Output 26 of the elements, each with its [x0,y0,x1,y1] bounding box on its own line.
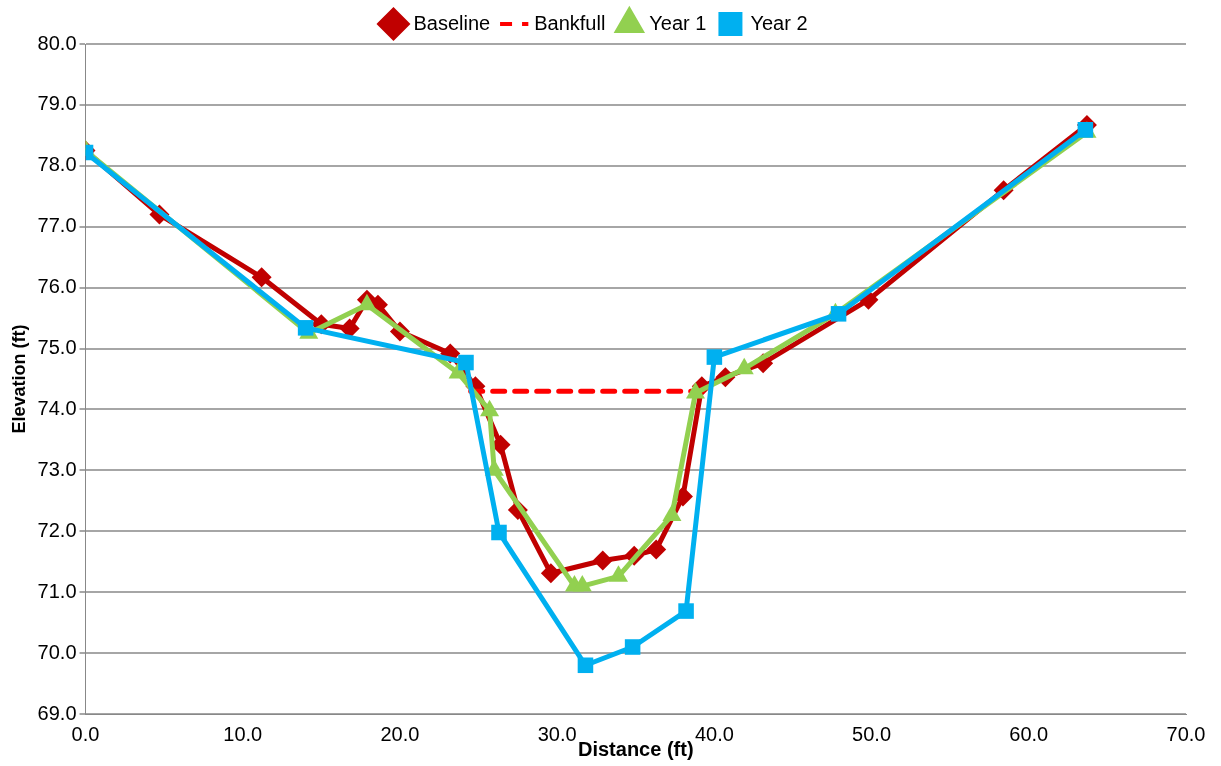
legend-label: Bankfull [534,11,606,34]
x-tick-label: 10.0 [223,722,263,745]
y-tick-label: 69.0 [37,701,77,724]
legend-label: Baseline [413,11,491,34]
y-axis-title: Elevation (ft) [8,324,29,434]
x-tick-label: 70.0 [1166,722,1206,745]
y-tick-label: 72.0 [37,518,77,541]
y-tick-label: 75.0 [37,336,77,359]
y-tick-label: 76.0 [37,275,77,298]
x-tick-label: 50.0 [852,722,892,745]
x-tick-label: 30.0 [537,722,577,745]
x-tick-label: 20.0 [380,722,420,745]
legend-label: Year 1 [649,11,707,34]
y-tick-label: 79.0 [37,92,77,115]
legend-label: Year 2 [750,11,808,34]
x-tick-label: 40.0 [694,722,734,745]
y-tick-label: 78.0 [37,153,77,176]
y-tick-label: 73.0 [37,457,77,480]
x-tick-label: 0.0 [71,722,100,745]
y-tick-label: 71.0 [37,579,77,602]
y-tick-label: 77.0 [37,214,77,237]
y-tick-label: 80.0 [37,31,77,54]
y-tick-label: 74.0 [37,396,77,419]
x-axis-title: Distance (ft) [577,737,694,760]
y-tick-label: 70.0 [37,640,77,663]
x-tick-label: 60.0 [1009,722,1049,745]
